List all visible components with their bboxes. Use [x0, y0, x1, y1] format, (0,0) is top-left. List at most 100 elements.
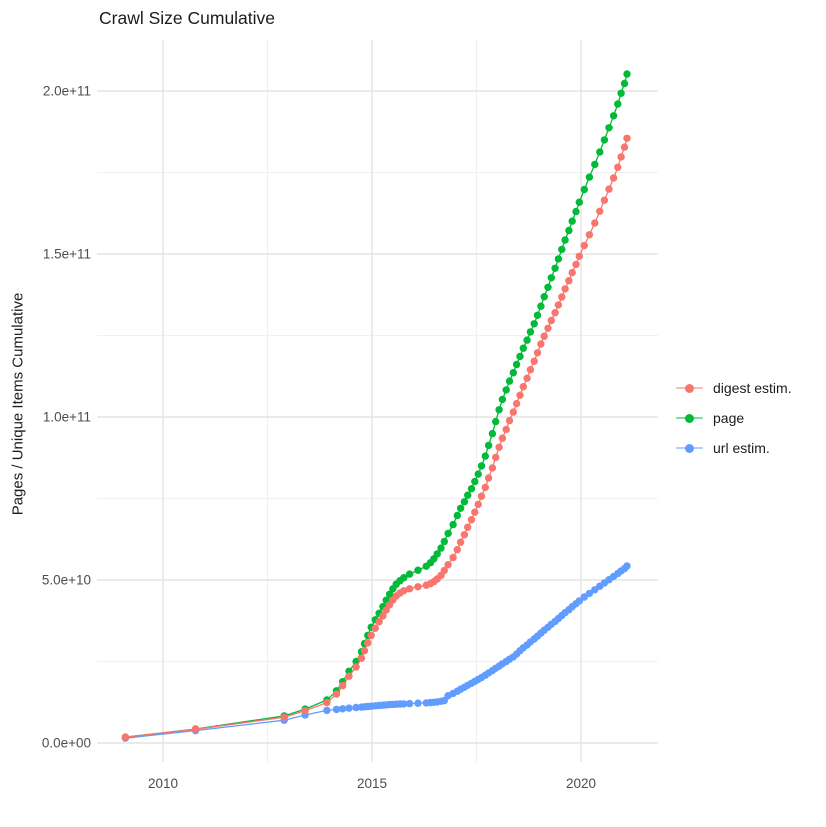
- data-point-page: [477, 462, 486, 470]
- data-point-page: [580, 185, 588, 194]
- data-point-digest-estim: [464, 523, 472, 531]
- data-point-digest-estim: [481, 483, 489, 492]
- data-point-page: [437, 544, 445, 552]
- data-point-page: [474, 470, 482, 478]
- data-point-digest-estim: [551, 309, 559, 317]
- data-point-page: [495, 406, 503, 414]
- data-point-digest-estim: [444, 561, 452, 569]
- digest-legend-key-icon: [676, 380, 703, 396]
- data-point-page: [568, 217, 576, 225]
- data-point-page: [530, 320, 538, 328]
- data-point-digest-estim: [339, 681, 347, 690]
- data-point-digest-estim: [323, 698, 331, 707]
- data-point-page: [585, 173, 594, 181]
- data-point-digest-estim: [405, 585, 414, 593]
- data-point-page: [596, 148, 604, 156]
- y-tick-label: 0.0e+00: [42, 736, 91, 751]
- data-point-digest-estim: [614, 163, 622, 171]
- data-point-digest-estim: [352, 663, 360, 671]
- data-point-page: [498, 395, 507, 404]
- data-point-page: [609, 112, 618, 120]
- y-tick-label: 2.0e+11: [43, 84, 91, 99]
- data-point-page: [505, 377, 514, 385]
- legend-item-url: url estim.: [676, 438, 792, 458]
- data-point-page: [440, 537, 448, 546]
- series-points-url-estim: [121, 562, 631, 742]
- data-point-page: [456, 504, 465, 512]
- data-point-page: [516, 352, 524, 361]
- page-legend-key-icon: [676, 410, 703, 426]
- data-point-page: [558, 245, 566, 254]
- data-point-digest-estim: [280, 713, 288, 721]
- data-point-url-estim: [339, 705, 347, 713]
- data-point-digest-estim: [488, 464, 497, 472]
- data-point-digest-estim: [449, 553, 457, 562]
- data-point-digest-estim: [596, 207, 604, 215]
- data-point-page: [484, 441, 493, 450]
- data-point-url-estim: [414, 699, 422, 707]
- data-point-digest-estim: [509, 408, 517, 416]
- data-point-digest-estim: [572, 260, 580, 269]
- data-point-page: [623, 70, 631, 78]
- legend-label: digest estim.: [713, 380, 792, 396]
- data-point-digest-estim: [364, 639, 372, 647]
- data-point-digest-estim: [440, 566, 448, 575]
- data-point-digest-estim: [456, 538, 465, 546]
- data-point-page: [526, 328, 535, 336]
- data-point-digest-estim: [554, 301, 563, 309]
- data-point-url-estim: [400, 700, 408, 708]
- data-point-page: [591, 160, 599, 169]
- data-point-digest-estim: [484, 474, 493, 482]
- data-point-digest-estim: [345, 672, 353, 680]
- data-point-url-estim: [323, 706, 331, 715]
- data-point-digest-estim: [492, 453, 500, 462]
- data-point-digest-estim: [460, 531, 469, 539]
- data-point-digest-estim: [523, 374, 531, 382]
- data-point-url-estim: [623, 562, 631, 570]
- data-point-digest-estim: [495, 443, 503, 451]
- y-tick-label: 1.5e+11: [43, 247, 91, 262]
- data-point-digest-estim: [477, 492, 486, 500]
- data-point-page: [614, 100, 622, 108]
- x-tick-label: 2010: [148, 776, 178, 791]
- data-point-page: [561, 236, 569, 244]
- data-point-digest-estim: [474, 500, 482, 509]
- data-point-url-estim: [345, 704, 353, 712]
- data-point-digest-estim: [547, 316, 555, 325]
- legend: digest estim. page url estim.: [676, 378, 792, 458]
- data-point-page: [551, 264, 559, 272]
- data-point-digest-estim: [367, 631, 375, 640]
- data-point-url-estim: [332, 705, 341, 714]
- legend-item-digest: digest estim.: [676, 378, 792, 398]
- data-point-digest-estim: [605, 185, 613, 193]
- data-point-digest-estim: [540, 332, 548, 340]
- data-point-page: [544, 283, 552, 291]
- legend-label: page: [713, 410, 745, 426]
- data-point-digest-estim: [453, 546, 461, 554]
- data-point-page: [605, 124, 613, 132]
- data-point-page: [512, 360, 521, 369]
- data-point-digest-estim: [301, 707, 309, 715]
- data-point-page: [488, 429, 497, 438]
- data-point-page: [449, 520, 457, 529]
- data-point-page: [537, 302, 545, 310]
- data-point-digest-estim: [379, 612, 387, 620]
- data-point-digest-estim: [568, 268, 576, 277]
- y-tick-label: 5.0e+10: [42, 573, 91, 588]
- data-point-page: [444, 529, 452, 538]
- x-tick-label: 2020: [566, 776, 596, 791]
- data-point-digest-estim: [375, 618, 383, 626]
- data-point-digest-estim: [565, 277, 573, 285]
- data-point-digest-estim: [505, 416, 514, 425]
- data-point-digest-estim: [533, 349, 542, 357]
- data-point-url-estim: [575, 597, 583, 605]
- data-point-page: [565, 226, 573, 235]
- data-point-page: [405, 570, 414, 578]
- data-point-digest-estim: [526, 366, 535, 374]
- data-point-digest-estim: [467, 516, 476, 524]
- data-point-page: [481, 452, 489, 460]
- data-point-digest-estim: [575, 252, 583, 260]
- data-point-digest-estim: [617, 153, 625, 161]
- data-point-digest-estim: [502, 425, 510, 434]
